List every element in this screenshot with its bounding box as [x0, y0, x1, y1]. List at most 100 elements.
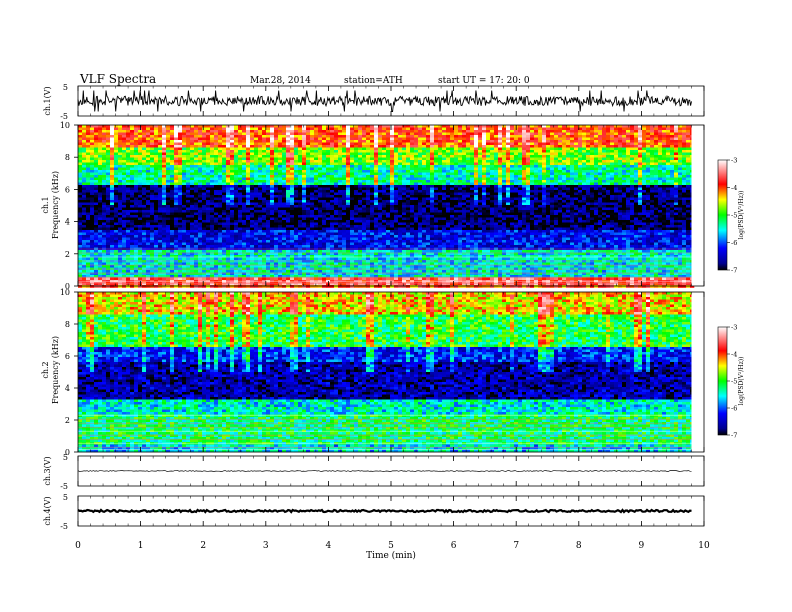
spectrogram-cell — [106, 152, 111, 156]
spectrogram-cell — [270, 245, 275, 248]
spectrogram-cell — [82, 195, 87, 198]
spectrogram-cell — [282, 162, 287, 166]
spectrogram-cell — [298, 257, 303, 261]
spectrogram-cell — [358, 192, 363, 196]
spectrogram-cell — [366, 142, 371, 146]
spectrogram-cell — [90, 200, 95, 203]
spectrogram-cell — [250, 190, 255, 193]
spectrogram-cell — [350, 160, 355, 163]
spectrogram-cell — [274, 260, 279, 263]
spectrogram-cell — [194, 205, 199, 208]
spectrogram-cell — [298, 195, 303, 198]
spectrogram-cell — [166, 150, 171, 153]
spectrogram-cell — [146, 252, 151, 256]
spectrogram-cell — [310, 210, 315, 213]
spectrogram-cell — [334, 265, 339, 268]
spectrogram-cell — [234, 155, 239, 158]
spectrogram-cell — [142, 145, 147, 148]
spectrogram-cell — [218, 190, 223, 193]
spectrogram-cell — [370, 127, 375, 131]
spectrogram-cell — [358, 252, 363, 256]
spectrogram-cell — [166, 212, 171, 216]
spectrogram-cell — [206, 202, 211, 206]
spectrogram-cell — [98, 242, 103, 246]
spectrogram-cell — [218, 250, 223, 253]
spectrogram-cell — [82, 215, 87, 218]
spectrogram-cell — [270, 207, 275, 211]
spectrogram-cell — [170, 135, 175, 138]
spectrogram-cell — [270, 135, 275, 138]
spectrogram-cell — [302, 220, 307, 223]
spectrogram-cell — [106, 135, 111, 138]
spectrogram-cell — [78, 167, 83, 171]
spectrogram-cell — [78, 137, 83, 141]
spectrogram-cell — [170, 177, 175, 181]
spectrogram-cell — [98, 130, 103, 133]
spectrogram-cell — [234, 277, 239, 281]
spectrogram-cell — [114, 132, 119, 136]
spectrogram-cell — [142, 197, 147, 201]
spectrogram-cell — [134, 175, 139, 178]
spectrogram-cell — [290, 250, 295, 253]
spectrogram-cell — [234, 250, 239, 253]
spectrogram-cell — [298, 215, 303, 218]
spectrogram-cell — [238, 157, 243, 161]
spectrogram-cell — [110, 245, 115, 248]
spectrogram-cell — [270, 182, 275, 186]
spectrogram-cell — [162, 272, 167, 276]
spectrogram-cell — [114, 135, 119, 138]
spectrogram-cell — [306, 200, 311, 203]
spectrogram-cell — [250, 250, 255, 253]
spectrogram-cell — [350, 130, 355, 133]
spectrogram-cell — [274, 162, 279, 166]
spectrogram-cell — [298, 222, 303, 226]
spectrogram-cell — [218, 197, 223, 201]
spectrogram-cell — [262, 142, 267, 146]
spectrogram-cell — [146, 275, 151, 278]
spectrogram-cell — [334, 242, 339, 246]
spectrogram-cell — [234, 275, 239, 278]
spectrogram-cell — [134, 150, 139, 153]
spectrogram-cell — [314, 152, 319, 156]
spectrogram-cell — [238, 275, 243, 278]
spectrogram-cell — [286, 195, 291, 198]
spectrogram-cell — [118, 125, 123, 128]
spectrogram-cell — [358, 242, 363, 246]
spectrogram-cell — [350, 202, 355, 206]
spectrogram-cell — [134, 132, 139, 136]
spectrogram-cell — [166, 125, 171, 128]
spectrogram-cell — [286, 232, 291, 236]
spectrogram-cell — [154, 277, 159, 281]
spectrogram-cell — [98, 202, 103, 206]
spectrogram-cell — [174, 125, 179, 128]
spectrogram-cell — [246, 145, 251, 148]
spectrogram-cell — [262, 230, 267, 233]
spectrogram-cell — [114, 177, 119, 181]
spectrogram-cell — [190, 127, 195, 131]
spectrogram-cell — [166, 192, 171, 196]
spectrogram-cell — [174, 232, 179, 236]
spectrogram-cell — [282, 147, 287, 151]
spectrogram-cell — [326, 275, 331, 278]
spectrogram-cell — [378, 277, 383, 281]
spectrogram-cell — [246, 175, 251, 178]
spectrogram-cell — [278, 237, 283, 241]
spectrogram-cell — [102, 250, 107, 253]
spectrogram-cell — [246, 272, 251, 276]
spectrogram-cell — [310, 157, 315, 161]
spectrogram-cell — [374, 177, 379, 181]
spectrogram-cell — [326, 212, 331, 216]
spectrogram-cell — [194, 215, 199, 218]
spectrogram-cell — [306, 125, 311, 128]
spectrogram-cell — [182, 142, 187, 146]
spectrogram-cell — [338, 150, 343, 153]
spectrogram-cell — [162, 177, 167, 181]
spectrogram-cell — [138, 275, 143, 278]
spectrogram-cell — [170, 175, 175, 178]
spectrogram-cell — [282, 260, 287, 263]
spectrogram-cell — [158, 265, 163, 268]
spectrogram-cell — [262, 150, 267, 153]
spectrogram-cell — [230, 190, 235, 193]
spectrogram-cell — [298, 150, 303, 153]
spectrogram-cell — [158, 160, 163, 163]
